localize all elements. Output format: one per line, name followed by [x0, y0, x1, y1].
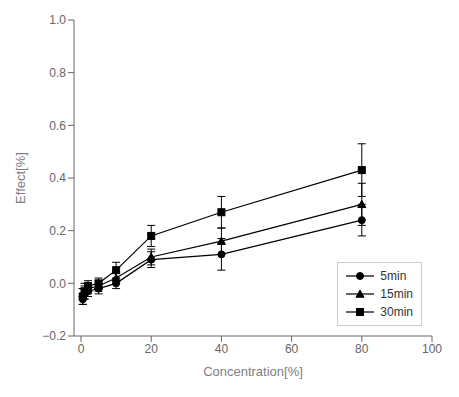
svg-text:1.0: 1.0 — [49, 13, 66, 27]
svg-text:0.2: 0.2 — [49, 224, 66, 238]
svg-text:0.6: 0.6 — [49, 119, 66, 133]
svg-text:−0.2: −0.2 — [42, 329, 66, 343]
svg-text:0.8: 0.8 — [49, 66, 66, 80]
svg-text:Concentration[%]: Concentration[%] — [203, 364, 303, 379]
svg-text:0.4: 0.4 — [49, 171, 66, 185]
svg-text:Effect[%]: Effect[%] — [13, 152, 28, 204]
html-text:15min: 15min — [380, 287, 413, 301]
svg-text:60: 60 — [285, 342, 299, 356]
svg-text:0: 0 — [78, 342, 85, 356]
svg-text:0.0: 0.0 — [49, 277, 66, 291]
html-text:5min: 5min — [380, 269, 407, 283]
html-text:30min: 30min — [380, 305, 413, 319]
svg-text:100: 100 — [422, 342, 442, 356]
svg-text:40: 40 — [215, 342, 229, 356]
svg-text:80: 80 — [355, 342, 369, 356]
svg-text:20: 20 — [145, 342, 159, 356]
